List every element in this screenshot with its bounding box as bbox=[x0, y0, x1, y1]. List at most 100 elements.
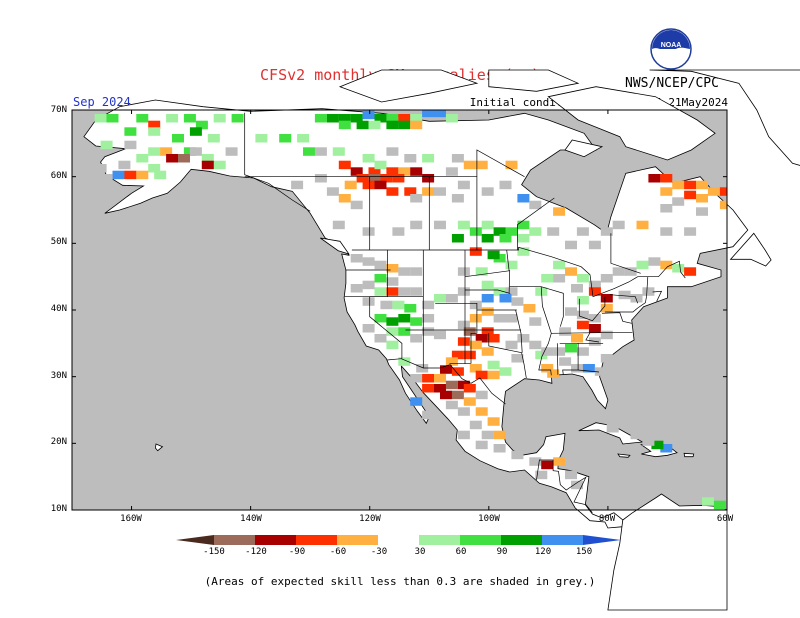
anomaly-cell bbox=[451, 390, 464, 400]
anomaly-cell bbox=[422, 327, 435, 336]
land-southampton-island bbox=[564, 139, 604, 158]
anomaly-cell bbox=[505, 287, 518, 296]
anomaly-cell bbox=[434, 384, 446, 393]
border-us-states-25 bbox=[601, 312, 632, 324]
anomaly-cell bbox=[350, 200, 363, 210]
anomaly-cell bbox=[297, 134, 310, 143]
anomaly-cell bbox=[487, 360, 500, 370]
anomaly-cell bbox=[106, 114, 119, 123]
anomaly-cell bbox=[148, 164, 161, 173]
anomaly-cell bbox=[696, 194, 708, 203]
anomaly-cell bbox=[398, 267, 411, 276]
anomaly-cell bbox=[505, 160, 518, 170]
anomaly-cell bbox=[440, 390, 452, 400]
land-vancouver-island bbox=[320, 237, 350, 255]
skill-footnote: (Areas of expected skill less than 0.3 a… bbox=[204, 575, 596, 588]
anomaly-cell bbox=[434, 330, 446, 340]
anomaly-cell bbox=[445, 294, 458, 303]
anomaly-cell bbox=[410, 287, 423, 296]
political-borders bbox=[244, 112, 686, 513]
colorbar-tick-120: 120 bbox=[534, 547, 552, 557]
border-us-states-21 bbox=[578, 296, 606, 322]
colorbar-tick-m60: -60 bbox=[329, 547, 347, 557]
anomaly-cell bbox=[660, 444, 673, 453]
land-newfoundland bbox=[729, 232, 772, 267]
anomaly-cell bbox=[362, 297, 375, 306]
anomaly-cell bbox=[279, 134, 292, 143]
anomaly-cell bbox=[100, 174, 113, 183]
anomaly-cell bbox=[422, 174, 435, 183]
anomaly-cell bbox=[463, 397, 476, 406]
anomaly-cell bbox=[445, 357, 458, 366]
border-us-states-7 bbox=[435, 302, 517, 311]
anomaly-cell bbox=[565, 344, 577, 353]
anomaly-cell bbox=[493, 444, 506, 453]
anomaly-cell bbox=[600, 304, 613, 313]
anomaly-cell bbox=[719, 200, 727, 210]
anomaly-cell bbox=[541, 274, 554, 283]
anomaly-cell bbox=[422, 154, 435, 163]
anomaly-cell bbox=[410, 317, 423, 326]
anomaly-cell bbox=[124, 127, 137, 136]
land-baffin-island bbox=[547, 86, 716, 161]
anomaly-cell bbox=[166, 114, 179, 123]
anomaly-cell bbox=[392, 227, 405, 236]
anomaly-cell bbox=[523, 304, 536, 313]
anomaly-cell bbox=[529, 200, 542, 210]
anomaly-cell bbox=[201, 154, 214, 163]
anomaly-cell bbox=[362, 227, 375, 236]
anomaly-cell bbox=[499, 294, 512, 303]
anomaly-cell bbox=[392, 300, 405, 310]
anomaly-cell bbox=[338, 194, 351, 203]
axis-ticks bbox=[72, 109, 728, 511]
land-arctic-island-2 bbox=[488, 69, 580, 92]
anomaly-cell bbox=[672, 197, 685, 206]
anomaly-cell bbox=[422, 384, 435, 393]
lon-label-140w: 140W bbox=[240, 514, 262, 524]
anomaly-cell bbox=[588, 287, 601, 296]
anomaly-cell bbox=[338, 114, 351, 123]
border-us-states-19 bbox=[562, 343, 579, 375]
anomaly-cell bbox=[571, 364, 583, 373]
anomaly-cell bbox=[410, 220, 423, 230]
border-us-states-22 bbox=[604, 276, 649, 313]
anomaly-cell bbox=[559, 357, 572, 366]
anomaly-cell bbox=[380, 174, 393, 183]
anomaly-cell bbox=[475, 160, 488, 170]
anomaly-cell bbox=[672, 264, 685, 273]
anomaly-cell bbox=[606, 424, 619, 433]
anomaly-cell bbox=[362, 257, 375, 266]
anomaly-cell bbox=[660, 260, 673, 270]
anomaly-cell bbox=[487, 334, 500, 343]
anomaly-cell bbox=[457, 407, 470, 416]
anomaly-cell bbox=[124, 140, 137, 150]
anomaly-cell bbox=[457, 180, 470, 190]
anomaly-cell bbox=[571, 284, 583, 293]
anomaly-cell bbox=[440, 365, 452, 374]
anomaly-cell bbox=[404, 304, 417, 313]
anomaly-cell bbox=[332, 220, 345, 230]
anomaly-cell bbox=[386, 287, 399, 296]
anomaly-cell bbox=[541, 347, 554, 356]
anomaly-cell bbox=[148, 127, 161, 136]
anomaly-cell bbox=[553, 260, 566, 270]
lat-label-50n: 50N bbox=[50, 237, 67, 247]
anomaly-cell bbox=[594, 367, 607, 376]
anomaly-cell bbox=[511, 297, 524, 306]
anomaly-cell bbox=[410, 374, 423, 383]
anomaly-cell bbox=[565, 267, 577, 276]
anomaly-cell bbox=[154, 170, 167, 180]
anomaly-cell bbox=[696, 207, 708, 216]
anomaly-cell bbox=[136, 114, 149, 123]
anomaly-cell bbox=[445, 167, 458, 176]
colorbar-tick-30: 30 bbox=[414, 547, 426, 557]
anomaly-cell bbox=[434, 187, 446, 196]
anomaly-cell bbox=[178, 154, 190, 163]
anomaly-cell bbox=[576, 274, 589, 283]
anomaly-cell bbox=[195, 120, 208, 130]
anomaly-cell bbox=[499, 180, 512, 190]
anomaly-cell bbox=[636, 260, 649, 270]
anomaly-cell bbox=[112, 170, 125, 180]
anomaly-cell bbox=[672, 180, 685, 190]
